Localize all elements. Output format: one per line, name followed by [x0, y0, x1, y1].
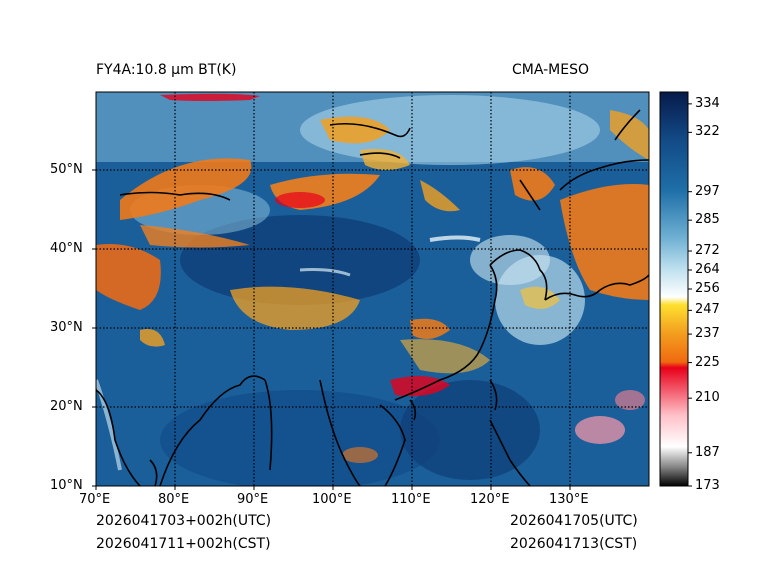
init-time-utc: 2026041703+002h(UTC): [96, 513, 272, 529]
model-name: CMA-MESO: [512, 62, 590, 78]
colorbar-tick-label: 297: [695, 183, 720, 199]
colorbar-tick-label: 187: [695, 444, 720, 460]
lon-label: 130°E: [549, 492, 589, 507]
lon-label: 120°E: [470, 492, 510, 507]
colorbar-ticks: [688, 103, 692, 487]
lat-label: 20°N: [50, 399, 83, 414]
colorbar: [660, 92, 688, 486]
colorbar-tick-label: 247: [695, 302, 720, 318]
map-title: FY4A:10.8 µm BT(K): [96, 62, 237, 78]
lon-label: 110°E: [391, 492, 431, 507]
lat-label: 30°N: [50, 320, 83, 335]
colorbar-tick-label: 237: [695, 326, 720, 342]
graticule: [96, 92, 649, 486]
lat-label: 10°N: [50, 478, 83, 493]
lon-label: 80°E: [158, 492, 190, 507]
imagery: [96, 92, 649, 486]
lon-label: 90°E: [237, 492, 269, 507]
lon-label: 70°E: [79, 492, 111, 507]
colorbar-tick-label: 272: [695, 243, 720, 259]
colorbar-tick-label: 225: [695, 354, 720, 370]
coastlines: [96, 109, 649, 486]
colorbar-tick-label: 334: [695, 95, 720, 111]
colorbar-tick-label: 285: [695, 212, 720, 228]
colorbar-tick-label: 210: [695, 390, 720, 406]
lon-label: 100°E: [312, 492, 352, 507]
colorbar-tick-label: 264: [695, 262, 720, 277]
axis-ticks: [92, 169, 571, 490]
colorbar-tick-label: 256: [695, 281, 720, 296]
valid-time-utc: 2026041705(UTC): [510, 513, 638, 529]
lat-label: 50°N: [50, 162, 83, 177]
init-time-cst: 2026041711+002h(CST): [96, 536, 271, 552]
colorbar-tick-label: 322: [695, 124, 720, 140]
map-frame: [95, 91, 650, 487]
lat-label: 40°N: [50, 241, 83, 256]
colorbar-tick-label: 173: [695, 478, 720, 493]
valid-time-cst: 2026041713(CST): [510, 536, 638, 552]
